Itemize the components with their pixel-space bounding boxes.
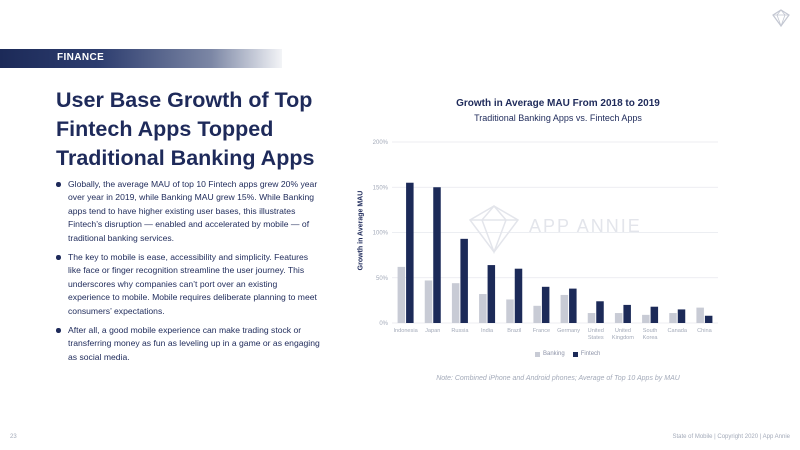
bar-fintech [650, 306, 659, 323]
legend-swatch-fintech [572, 351, 578, 357]
bar-banking [614, 313, 623, 323]
section-banner: FINANCE [0, 49, 282, 68]
chart-subtitle: Traditional Banking Apps vs. Fintech App… [474, 113, 642, 123]
bar-fintech [596, 301, 604, 323]
bar-banking [642, 314, 650, 323]
bar-fintech [541, 286, 550, 323]
bar-banking [696, 307, 704, 323]
bullet-list: Globally, the average MAU of top 10 Fint… [56, 178, 321, 370]
bar-banking [587, 313, 596, 323]
bar-banking [506, 299, 514, 323]
legend-label-banking: Banking [543, 351, 565, 357]
x-tick-label: Canada [667, 328, 687, 334]
section-label: FINANCE [57, 52, 105, 63]
bar-fintech [487, 265, 496, 323]
bar-fintech [406, 182, 414, 323]
chart-note: Note: Combined iPhone and Android phones… [436, 375, 680, 382]
bullet-item: The key to mobile is ease, accessibility… [56, 251, 321, 318]
y-axis-label: Growth in Average MAU [357, 190, 365, 271]
x-tick-label: China [697, 328, 713, 334]
legend-item-fintech: Fintech [572, 351, 601, 357]
bar-banking [424, 280, 433, 323]
bar-banking [669, 313, 677, 323]
footer-text: State of Mobile | Copyright 2020 | App A… [672, 434, 790, 440]
legend-label-fintech: Fintech [580, 351, 601, 357]
legend-swatch-banking [535, 351, 540, 357]
bullet-item: After all, a good mobile experience can … [56, 324, 321, 364]
bar-banking [397, 266, 406, 323]
chart-legend: Banking Fintech [535, 351, 608, 357]
watermark: APP ANNIE [468, 204, 642, 255]
x-tick-label: Germany [557, 328, 580, 334]
bar-fintech [514, 268, 523, 323]
x-tick-label: Brazil [507, 328, 521, 334]
bar-fintech [623, 304, 631, 323]
bar-chart: 0% 50% 100% 150% 200% APP ANNIE Indonesia Japan… [373, 140, 718, 341]
bar-fintech [460, 238, 468, 323]
bar-banking [451, 283, 460, 323]
legend-item-banking: Banking [535, 351, 565, 357]
y-tick-label: 50% [376, 276, 389, 282]
bullet-item: Globally, the average MAU of top 10 Fint… [56, 178, 321, 245]
watermark-logo-icon [468, 204, 520, 255]
page-title: User Base Growth of Top Fintech Apps Top… [56, 88, 315, 170]
x-tick-label: United [588, 328, 604, 334]
x-tick-label: Kingdom [612, 335, 634, 341]
x-tick-label: Korea [643, 335, 659, 341]
x-tick-label: India [481, 328, 494, 334]
watermark-text: APP ANNIE [529, 216, 642, 236]
bar-fintech [704, 315, 713, 323]
x-tick-label: United [615, 328, 631, 334]
chart-title: Growth in Average MAU From 2018 to 2019 [456, 98, 660, 109]
y-tick-label: 150% [373, 185, 389, 191]
bar-banking [533, 305, 541, 323]
bar-fintech [677, 309, 686, 323]
x-tick-label: Indonesia [393, 328, 418, 334]
y-tick-label: 200% [373, 140, 389, 146]
bar-banking [479, 294, 487, 323]
bar-fintech [433, 187, 441, 323]
bar-banking [560, 294, 569, 323]
x-tick-label: France [533, 328, 550, 334]
x-tick-label: Russia [451, 328, 469, 334]
page-number: 23 [10, 434, 17, 440]
bar-fintech [569, 288, 577, 323]
app-annie-logo-icon [772, 9, 790, 28]
x-tick-label: States [588, 335, 604, 341]
x-tick-label: Japan [425, 328, 440, 334]
y-tick-label: 100% [373, 231, 389, 237]
x-tick-label: South [643, 328, 658, 334]
y-tick-label: 0% [379, 321, 388, 327]
